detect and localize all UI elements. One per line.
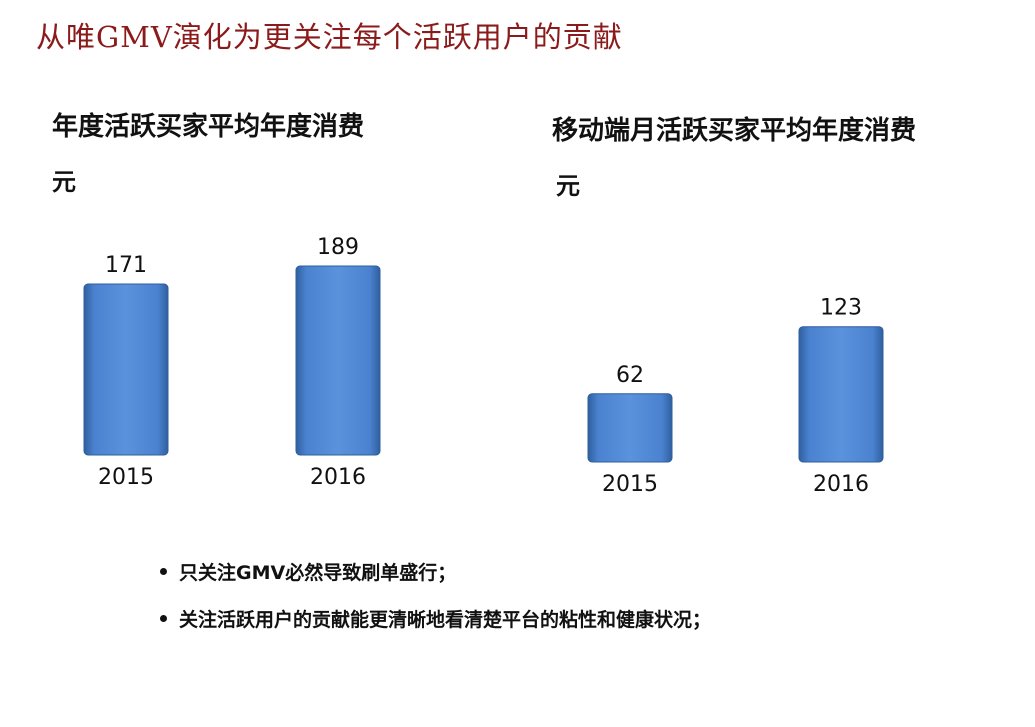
chart2-title: 移动端月活跃买家平均年度消费 <box>552 116 917 146</box>
chart2-value-label: 123 <box>820 296 862 321</box>
chart2-value-label: 62 <box>616 363 644 388</box>
slide-title: 从唯GMV演化为更关注每个活跃用户的贡献 <box>36 20 623 54</box>
chart2-category-label: 2016 <box>813 472 869 497</box>
chart1-value-label: 189 <box>317 235 359 260</box>
chart2-unit: 元 <box>556 172 580 200</box>
chart1-title: 年度活跃买家平均年度消费 <box>52 112 365 142</box>
chart1-bar-2016 <box>295 265 381 456</box>
chart1-category-label: 2016 <box>310 465 366 490</box>
bullet-list: 只关注GMV必然导致刷单盛行； 关注活跃用户的贡献能更清晰地看清楚平台的粘性和健… <box>160 558 711 652</box>
bullet-dot-icon <box>160 615 167 622</box>
chart2-bar-2015 <box>587 393 673 463</box>
chart2-bar-2016 <box>798 326 884 463</box>
chart1-category-label: 2015 <box>98 465 154 490</box>
bullet-dot-icon <box>160 568 167 575</box>
chart2-category-label: 2015 <box>602 472 658 497</box>
chart1-value-label: 171 <box>105 253 147 278</box>
chart1-unit: 元 <box>52 168 76 196</box>
bullet-item: 只关注GMV必然导致刷单盛行； <box>160 558 711 585</box>
bullet-text: 只关注GMV必然导致刷单盛行； <box>179 562 457 584</box>
chart1-bar-2015 <box>83 283 169 456</box>
bullet-item: 关注活跃用户的贡献能更清晰地看清楚平台的粘性和健康状况； <box>160 605 711 632</box>
bullet-text: 关注活跃用户的贡献能更清晰地看清楚平台的粘性和健康状况； <box>179 609 712 631</box>
